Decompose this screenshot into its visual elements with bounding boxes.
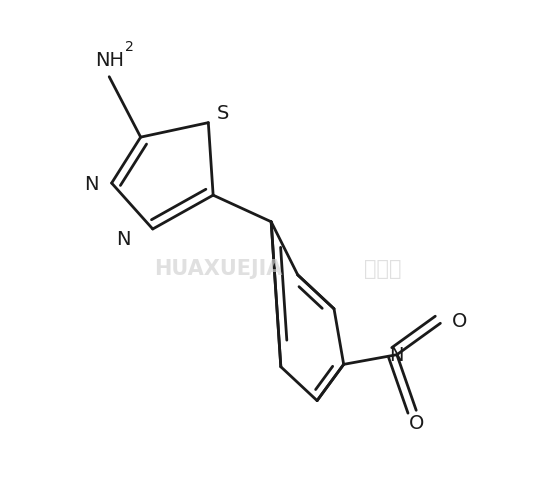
Text: O: O xyxy=(408,413,424,432)
Text: N: N xyxy=(390,346,404,365)
Text: N: N xyxy=(84,174,99,193)
Text: 2: 2 xyxy=(125,40,134,54)
Text: S: S xyxy=(216,104,229,123)
Text: O: O xyxy=(452,312,468,331)
Text: 化学加: 化学加 xyxy=(364,258,401,278)
Text: N: N xyxy=(116,230,131,249)
Text: HUAXUEJIA: HUAXUEJIA xyxy=(154,258,282,278)
Text: NH: NH xyxy=(95,51,124,70)
